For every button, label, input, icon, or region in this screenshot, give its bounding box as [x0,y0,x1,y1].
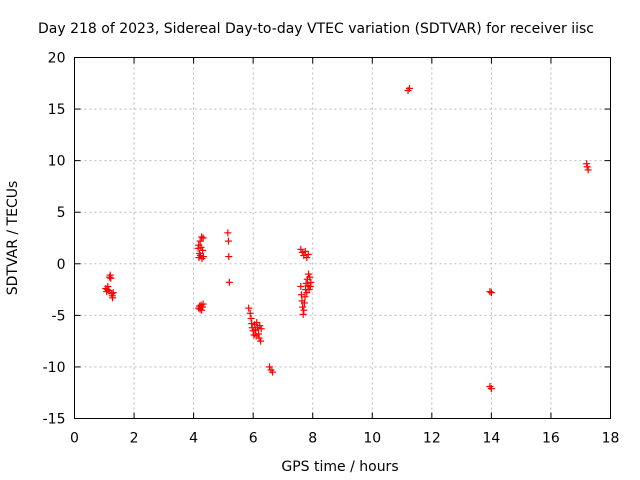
data-point [104,282,112,290]
axis-ticks [74,57,611,419]
data-point [301,247,309,255]
data-point [197,243,205,251]
data-point [297,245,305,253]
data-points [102,84,592,393]
data-point [307,278,315,286]
y-tick-label: -15 [43,412,66,428]
data-point [256,322,264,330]
data-point [246,309,254,317]
data-point [225,278,233,286]
data-point [107,274,115,282]
data-point [225,253,233,261]
data-point [199,246,207,254]
x-tick-label: 14 [482,431,500,447]
x-tick-label: 4 [189,431,198,447]
x-tick-label: 6 [249,431,258,447]
y-tick-label: 15 [48,102,66,118]
data-point [245,304,253,312]
data-point [305,286,313,294]
y-tick-labels: -15 -10 -5 0 5 10 15 20 [43,51,66,428]
data-point [224,237,232,245]
x-tick-label: 0 [70,431,79,447]
data-point [305,270,313,278]
data-point [257,325,265,333]
data-point [406,84,413,92]
data-point [253,319,261,327]
data-point [300,306,308,314]
data-point [199,234,207,242]
data-point [486,288,494,296]
data-point [301,293,309,301]
data-point [224,229,232,237]
y-tick-label: -5 [52,308,66,324]
data-point [299,303,307,311]
data-point [487,385,495,393]
y-tick-label: 10 [48,154,66,170]
data-point [584,166,592,174]
y-tick-label: 20 [48,51,66,67]
grid-lines [74,57,611,419]
data-point [105,287,113,295]
x-tick-label: 2 [130,431,139,447]
data-point [306,273,314,281]
data-point [199,253,207,261]
y-tick-label: 5 [57,205,66,221]
data-point [199,300,207,308]
data-point [266,363,274,371]
plot-frame [74,57,611,419]
data-point [304,251,312,259]
data-point [583,163,591,171]
data-point [257,337,265,345]
data-point [298,248,306,256]
x-tick-labels: 0 2 4 6 8 10 12 14 16 18 [70,431,619,447]
x-tick-label: 12 [423,431,441,447]
chart-title: Day 218 of 2023, Sidereal Day-to-day VTE… [38,21,594,37]
data-point [269,368,277,376]
x-axis-label: GPS time / hours [281,459,398,475]
data-point [198,233,206,241]
data-point [300,299,308,307]
data-point [297,291,305,299]
data-point [255,334,263,342]
x-tick-label: 18 [602,431,620,447]
data-point [198,306,206,314]
data-point [109,289,117,297]
data-point [196,237,204,245]
y-axis-label: SDTVAR / TECUs [5,181,21,296]
x-tick-label: 10 [363,431,381,447]
x-tick-label: 16 [542,431,560,447]
data-point [297,282,305,290]
data-point [487,289,495,297]
data-point [196,252,204,260]
x-tick-label: 8 [308,431,317,447]
y-tick-label: 0 [57,257,66,273]
y-tick-label: -10 [43,360,66,376]
data-point [303,254,311,262]
